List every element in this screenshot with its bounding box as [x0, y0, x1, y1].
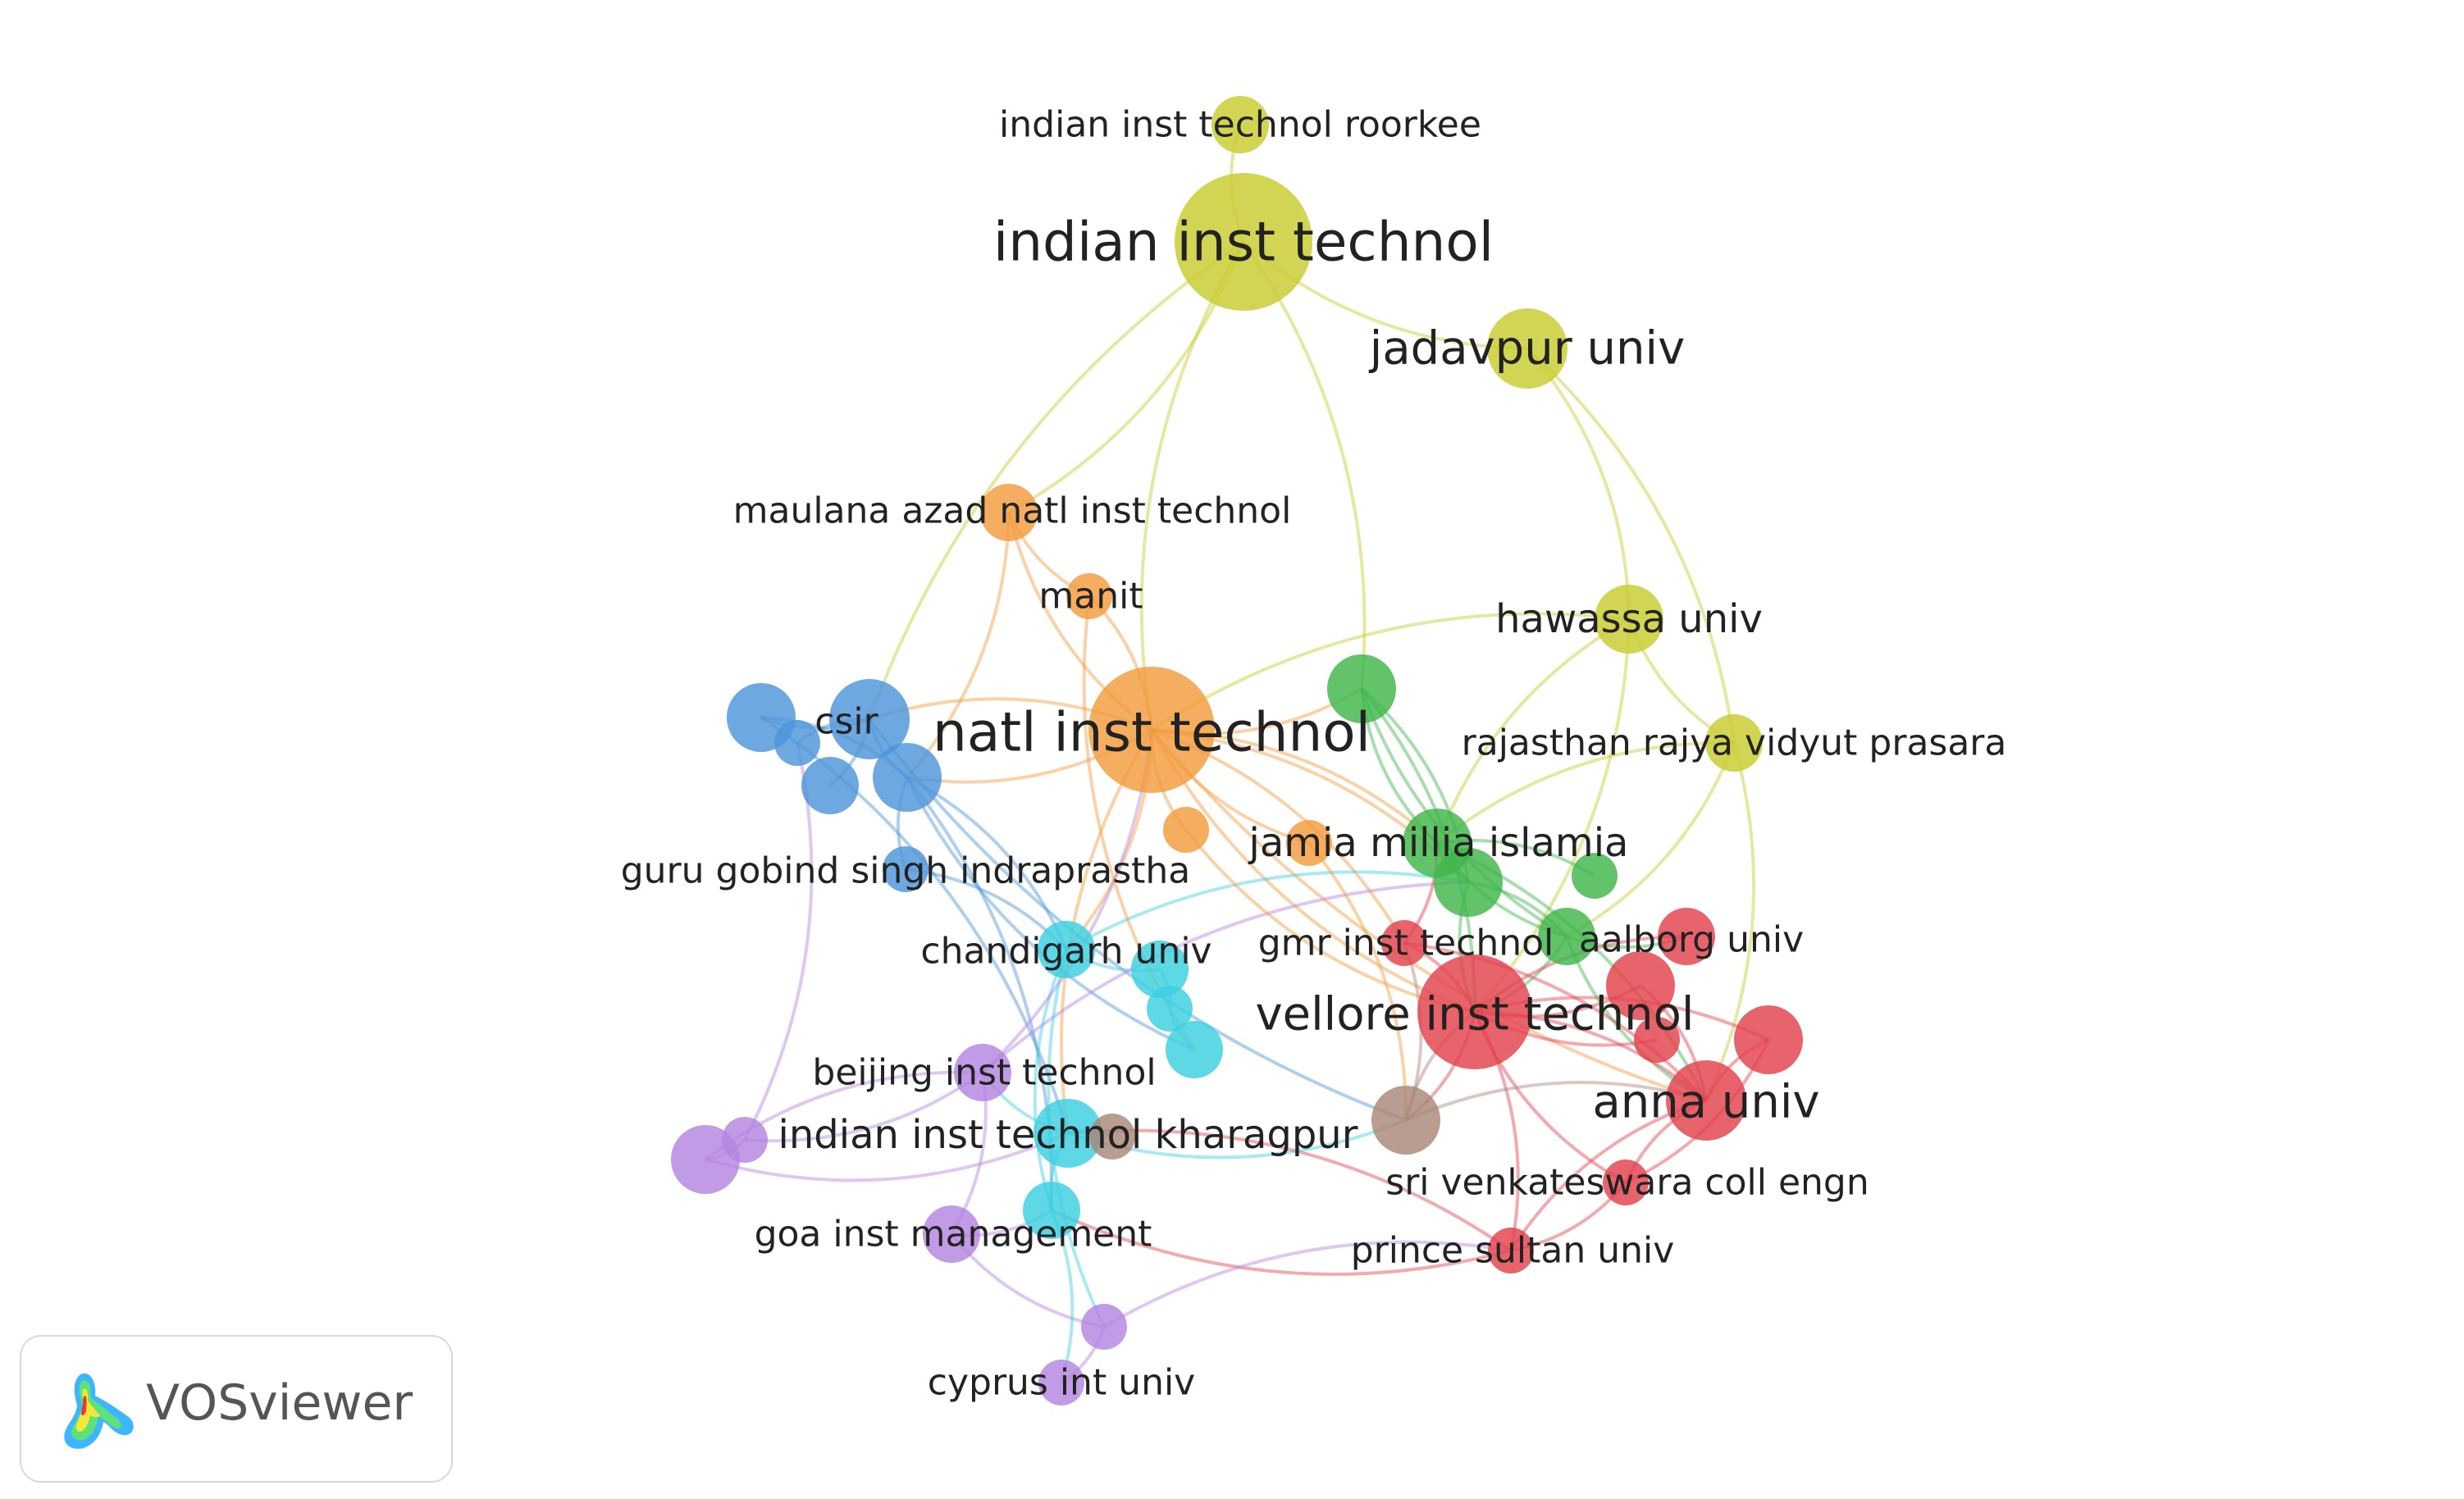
- link-purple1-iitkgp: [705, 1132, 1069, 1182]
- link-blue4-cyan3: [906, 777, 1195, 1051]
- link-beijing-purple2: [744, 1071, 984, 1143]
- node-jadavpur[interactable]: [1487, 308, 1567, 389]
- link-orange_small-brown1: [1307, 841, 1408, 1121]
- node-green1[interactable]: [1327, 654, 1396, 723]
- node-label-manit_azad[interactable]: maulana azad natl inst technol: [733, 490, 1292, 532]
- node-manit_azad[interactable]: [980, 484, 1038, 541]
- vosviewer-logo-text: VOSviewer: [146, 1374, 413, 1432]
- link-rajasthan-jamia: [1435, 740, 1735, 845]
- node-label-prince[interactable]: prince sultan univ: [1351, 1230, 1675, 1272]
- node-blue2[interactable]: [774, 720, 820, 766]
- node-nit[interactable]: [1088, 667, 1215, 793]
- node-label-ggsip[interactable]: guru gobind singh indraprastha: [621, 850, 1191, 892]
- node-manit[interactable]: [1066, 573, 1112, 619]
- node-label-hawassa[interactable]: hawassa univ: [1495, 596, 1763, 642]
- node-red3[interactable]: [1634, 1017, 1680, 1063]
- node-cyan3[interactable]: [1166, 1021, 1223, 1078]
- node-iitkgp[interactable]: [1034, 1099, 1102, 1168]
- node-rajasthan[interactable]: [1705, 714, 1763, 772]
- node-vit[interactable]: [1417, 955, 1532, 1069]
- node-cyan1[interactable]: [1131, 941, 1189, 998]
- node-green2[interactable]: [1434, 848, 1503, 917]
- link-hawassa-vit: [1473, 618, 1631, 1014]
- link-iit-nit: [1139, 240, 1245, 731]
- link-chandigarh-green2: [1065, 870, 1469, 951]
- node-red2[interactable]: [1734, 1005, 1803, 1074]
- node-purple2[interactable]: [722, 1117, 768, 1163]
- node-beijing[interactable]: [954, 1044, 1011, 1101]
- node-orange_small[interactable]: [1286, 820, 1332, 866]
- node-chandigarh[interactable]: [1038, 921, 1095, 978]
- node-aalborg[interactable]: [1658, 908, 1715, 965]
- node-blue3[interactable]: [801, 757, 859, 814]
- link-jadavpur-hawassa: [1526, 347, 1631, 620]
- node-label-svce[interactable]: sri venkateswara coll engn: [1385, 1162, 1869, 1204]
- link-prince-cyan4: [1051, 1209, 1512, 1276]
- node-label-iitr[interactable]: indian inst technol roorkee: [999, 104, 1481, 146]
- node-red1[interactable]: [1606, 951, 1675, 1020]
- link-gmr-anna: [1403, 941, 1708, 1102]
- node-brown1[interactable]: [1371, 1086, 1440, 1155]
- node-label-chandigarh[interactable]: chandigarh univ: [920, 931, 1211, 973]
- link-purple2-blue2: [743, 742, 814, 1141]
- vosviewer-heatmap-icon: [64, 1373, 134, 1449]
- link-purple3-prince: [1102, 1240, 1512, 1328]
- node-goa[interactable]: [923, 1205, 980, 1263]
- link-chandigarh-cyan4: [1033, 949, 1068, 1211]
- node-label-jadavpur[interactable]: jadavpur univ: [1368, 322, 1685, 376]
- node-cyan4[interactable]: [1023, 1182, 1080, 1239]
- link-brown1-anna: [1405, 1080, 1707, 1122]
- link-hawassa-nit: [1150, 612, 1630, 731]
- link-beijing-green2: [981, 881, 1469, 1074]
- node-green4[interactable]: [1538, 908, 1595, 965]
- node-iit[interactable]: [1175, 173, 1312, 311]
- node-csir[interactable]: [829, 679, 910, 759]
- node-label-manit[interactable]: manit: [1038, 576, 1143, 617]
- labels-layer: indian inst technol indian inst technol r…: [621, 104, 2007, 1404]
- node-svce[interactable]: [1603, 1160, 1649, 1205]
- node-iitr[interactable]: [1211, 96, 1269, 153]
- node-hawassa[interactable]: [1595, 585, 1663, 654]
- node-cyprus[interactable]: [1038, 1360, 1084, 1406]
- node-anna[interactable]: [1666, 1060, 1746, 1141]
- node-label-jamia[interactable]: jamia millia islamia: [1248, 820, 1629, 866]
- node-purple3[interactable]: [1081, 1304, 1127, 1350]
- node-label-goa[interactable]: goa inst management: [755, 1214, 1152, 1255]
- node-label-gmr[interactable]: gmr inst technol: [1258, 923, 1554, 964]
- node-label-csir[interactable]: csir: [814, 701, 878, 743]
- link-iit-csir: [868, 240, 1245, 720]
- node-label-beijing[interactable]: beijing inst technol: [812, 1052, 1156, 1094]
- link-rajasthan-green4: [1566, 742, 1736, 938]
- node-prince[interactable]: [1488, 1228, 1534, 1273]
- node-blue4[interactable]: [873, 743, 942, 812]
- node-ggsip[interactable]: [883, 846, 929, 892]
- node-label-aalborg[interactable]: aalborg univ: [1579, 919, 1804, 961]
- node-label-nit[interactable]: natl inst technol: [933, 701, 1371, 764]
- node-label-rajasthan[interactable]: rajasthan rajya vidyut prasara: [1462, 722, 2007, 764]
- node-label-iitkgp[interactable]: indian inst technol kharagpur: [778, 1112, 1358, 1158]
- link-manit_azad-blue4: [906, 512, 1011, 779]
- node-green3[interactable]: [1572, 853, 1618, 899]
- nodes-layer: [671, 96, 1803, 1406]
- link-jadavpur-rajasthan: [1526, 347, 1736, 744]
- node-orange_small2[interactable]: [1163, 807, 1209, 853]
- node-brown2[interactable]: [1089, 1114, 1135, 1160]
- node-label-cyprus[interactable]: cyprus int univ: [928, 1362, 1195, 1404]
- node-cyan2[interactable]: [1147, 986, 1193, 1032]
- node-label-iit[interactable]: indian inst technol: [993, 211, 1494, 274]
- link-hawassa-jamia: [1435, 617, 1630, 844]
- node-label-vit[interactable]: vellore inst technol: [1255, 988, 1694, 1041]
- vosviewer-logo[interactable]: VOSviewer: [20, 1335, 453, 1483]
- link-prince-iitkgp: [1067, 1128, 1513, 1252]
- link-rajasthan-anna: [1704, 742, 1756, 1101]
- node-label-anna[interactable]: anna univ: [1592, 1076, 1819, 1129]
- node-gmr[interactable]: [1381, 920, 1427, 966]
